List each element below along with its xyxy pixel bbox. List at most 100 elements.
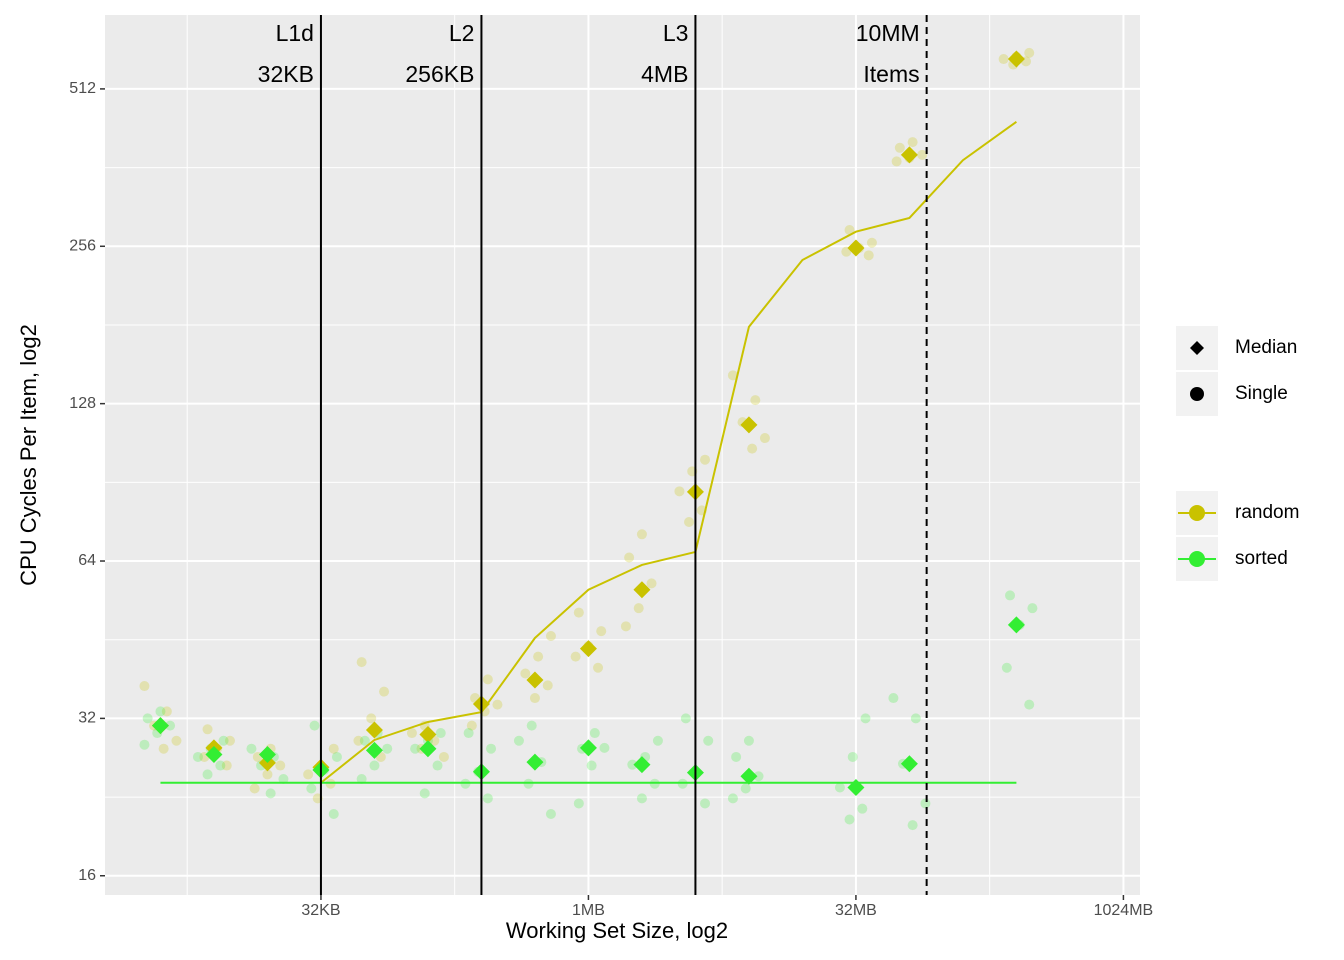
single-point xyxy=(684,517,695,528)
single-point xyxy=(139,681,150,692)
single-point xyxy=(891,156,902,167)
single-point xyxy=(894,142,905,153)
median-marker xyxy=(579,640,597,658)
single-point xyxy=(265,788,276,799)
annotation: L2 xyxy=(449,20,475,46)
median-marker xyxy=(633,756,651,774)
single-point xyxy=(513,735,524,746)
y-tick-label: 128 xyxy=(69,395,96,412)
single-point xyxy=(161,706,172,717)
single-point xyxy=(1024,47,1035,58)
single-point xyxy=(215,760,226,771)
median-marker xyxy=(847,239,865,257)
single-point xyxy=(1024,699,1035,710)
single-point xyxy=(1005,590,1016,601)
single-point xyxy=(860,713,871,724)
single-point xyxy=(907,137,918,148)
panel xyxy=(105,15,1140,895)
annotation: L1d xyxy=(276,20,314,46)
single-point xyxy=(466,720,477,731)
median-marker xyxy=(633,581,651,599)
single-point xyxy=(382,743,393,754)
single-point xyxy=(834,782,845,793)
single-point xyxy=(750,395,761,406)
single-point xyxy=(636,529,647,540)
single-point xyxy=(249,783,260,794)
single-point xyxy=(674,486,685,497)
median-marker xyxy=(900,146,918,164)
x-tick-label: 1024MB xyxy=(1094,902,1154,919)
legend-label: Single xyxy=(1235,383,1288,404)
single-point xyxy=(262,769,273,780)
single-point xyxy=(680,713,691,724)
single-point xyxy=(907,820,918,831)
single-point xyxy=(359,735,370,746)
single-point xyxy=(743,735,754,746)
single-point xyxy=(1001,662,1012,673)
single-point xyxy=(171,735,182,746)
median-marker xyxy=(151,717,169,735)
single-point xyxy=(646,578,657,589)
annotation: 32KB xyxy=(258,61,314,87)
y-tick-label: 64 xyxy=(78,552,96,569)
single-point xyxy=(844,225,855,236)
single-point xyxy=(542,680,553,691)
single-point xyxy=(438,751,449,762)
single-point xyxy=(202,724,213,735)
single-point xyxy=(218,735,229,746)
median-marker xyxy=(365,721,383,739)
single-point xyxy=(309,720,320,731)
legend-point xyxy=(1189,505,1205,521)
x-tick-label: 1MB xyxy=(572,902,605,919)
single-point xyxy=(158,743,169,754)
single-point xyxy=(844,814,855,825)
single-point xyxy=(636,793,647,804)
single-point xyxy=(759,433,770,444)
median-marker xyxy=(205,745,223,763)
single-point xyxy=(410,743,421,754)
single-point xyxy=(545,630,556,641)
single-point xyxy=(700,454,711,465)
median-marker xyxy=(526,671,544,689)
median-marker xyxy=(900,755,918,773)
x-tick-label: 32KB xyxy=(301,902,340,919)
legend-shape xyxy=(1190,387,1204,401)
single-point xyxy=(596,626,607,637)
single-point xyxy=(847,751,858,762)
single-point xyxy=(492,699,503,710)
median-marker xyxy=(419,740,437,758)
single-point xyxy=(432,760,443,771)
single-point xyxy=(863,250,874,261)
single-point xyxy=(888,693,899,704)
single-point xyxy=(753,771,764,782)
x-axis-title: Working Set Size, log2 xyxy=(506,918,728,943)
y-tick-label: 256 xyxy=(69,237,96,254)
single-point xyxy=(652,735,663,746)
single-point xyxy=(155,706,166,717)
median-marker xyxy=(526,753,544,771)
y-tick-label: 32 xyxy=(78,710,96,727)
annotation: 10MM xyxy=(856,20,920,46)
median-marker xyxy=(258,745,276,763)
single-point xyxy=(573,607,584,618)
single-point xyxy=(192,751,203,762)
annotation: 4MB xyxy=(641,61,688,87)
legend-label: random xyxy=(1235,502,1299,523)
single-point xyxy=(278,774,289,785)
median-marker xyxy=(1007,50,1025,68)
fit-line xyxy=(320,120,1018,784)
single-point xyxy=(366,713,377,724)
single-point xyxy=(620,621,631,632)
single-point xyxy=(139,739,150,750)
legend-label: Median xyxy=(1235,337,1297,358)
single-point xyxy=(202,769,213,780)
single-point xyxy=(633,603,644,614)
single-point xyxy=(727,370,738,381)
median-marker xyxy=(740,767,758,785)
single-point xyxy=(1027,603,1038,614)
single-point xyxy=(624,552,635,563)
annotation: L3 xyxy=(663,20,689,46)
single-point xyxy=(331,751,342,762)
